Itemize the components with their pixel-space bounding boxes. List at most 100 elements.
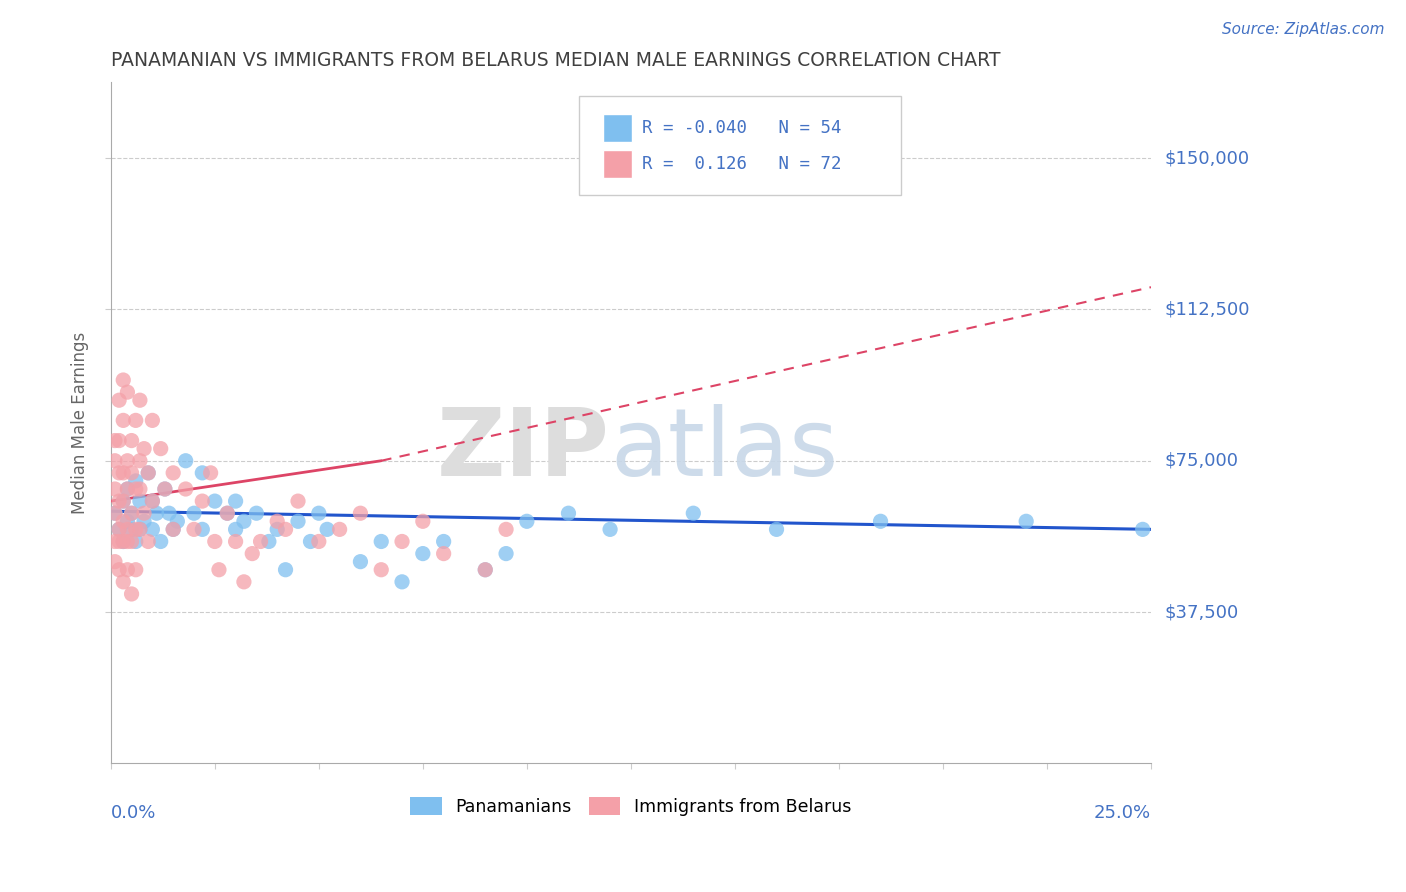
Point [217,506,239,520]
FancyBboxPatch shape [579,96,901,194]
Point [125,522,148,536]
Point [225,494,247,508]
Point [174,482,197,496]
Point [112,466,135,480]
Point [391,574,413,589]
Point [132,506,155,520]
Point [128,454,150,468]
Point [299,534,322,549]
Point [266,514,288,528]
Point [128,393,150,408]
Point [149,442,172,456]
Point [308,506,330,520]
Point [232,514,254,528]
Point [433,534,456,549]
Point [117,482,139,496]
Point [370,534,392,549]
Point [166,514,188,528]
Text: R =  0.126   N = 72: R = 0.126 N = 72 [643,155,842,173]
Point [274,522,297,536]
Point [112,413,135,427]
Point [412,547,434,561]
Point [162,466,184,480]
Point [204,494,226,508]
Point [104,482,127,496]
Point [287,514,309,528]
Point [117,385,139,400]
Point [240,547,263,561]
Point [287,494,309,508]
Point [765,522,787,536]
Point [308,534,330,549]
Point [104,534,127,549]
Point [108,434,131,448]
Point [104,434,127,448]
FancyBboxPatch shape [603,113,631,143]
Point [370,563,392,577]
Point [121,434,143,448]
Point [108,522,131,536]
Point [200,466,222,480]
Point [225,534,247,549]
Point [121,506,143,520]
Point [108,466,131,480]
Point [112,574,135,589]
Point [136,534,159,549]
Point [495,547,517,561]
Point [141,522,163,536]
Text: $37,500: $37,500 [1166,603,1239,621]
Point [191,466,214,480]
Point [125,482,148,496]
Point [108,522,131,536]
Point [117,514,139,528]
Text: Source: ZipAtlas.com: Source: ZipAtlas.com [1222,22,1385,37]
Text: atlas: atlas [610,404,838,496]
Point [349,555,371,569]
Point [112,514,135,528]
Legend: Panamanians, Immigrants from Belarus: Panamanians, Immigrants from Belarus [404,790,859,823]
Point [108,563,131,577]
Point [117,563,139,577]
Point [141,494,163,508]
Point [145,506,167,520]
Point [1132,522,1154,536]
Point [117,534,139,549]
Point [121,534,143,549]
Point [204,534,226,549]
Point [474,563,496,577]
Point [153,482,176,496]
Point [349,506,371,520]
Point [121,506,143,520]
FancyBboxPatch shape [603,150,631,178]
Point [112,534,135,549]
Point [121,522,143,536]
Point [191,522,214,536]
Point [117,454,139,468]
Point [174,454,197,468]
Point [329,522,352,536]
Text: PANAMANIAN VS IMMIGRANTS FROM BELARUS MEDIAN MALE EARNINGS CORRELATION CHART: PANAMANIAN VS IMMIGRANTS FROM BELARUS ME… [111,51,1000,70]
Point [136,466,159,480]
Point [128,494,150,508]
Text: ZIP: ZIP [437,404,610,496]
Point [153,482,176,496]
Point [117,482,139,496]
Text: $75,000: $75,000 [1166,451,1239,470]
Point [125,534,148,549]
Point [128,522,150,536]
Point [232,574,254,589]
Point [316,522,339,536]
Text: 25.0%: 25.0% [1094,805,1152,822]
Point [108,494,131,508]
Point [516,514,538,528]
Point [557,506,579,520]
Point [162,522,184,536]
Point [266,522,288,536]
Point [125,563,148,577]
Point [132,442,155,456]
Y-axis label: Median Male Earnings: Median Male Earnings [72,332,89,514]
Point [125,474,148,488]
Point [121,466,143,480]
Point [208,563,231,577]
Point [128,482,150,496]
